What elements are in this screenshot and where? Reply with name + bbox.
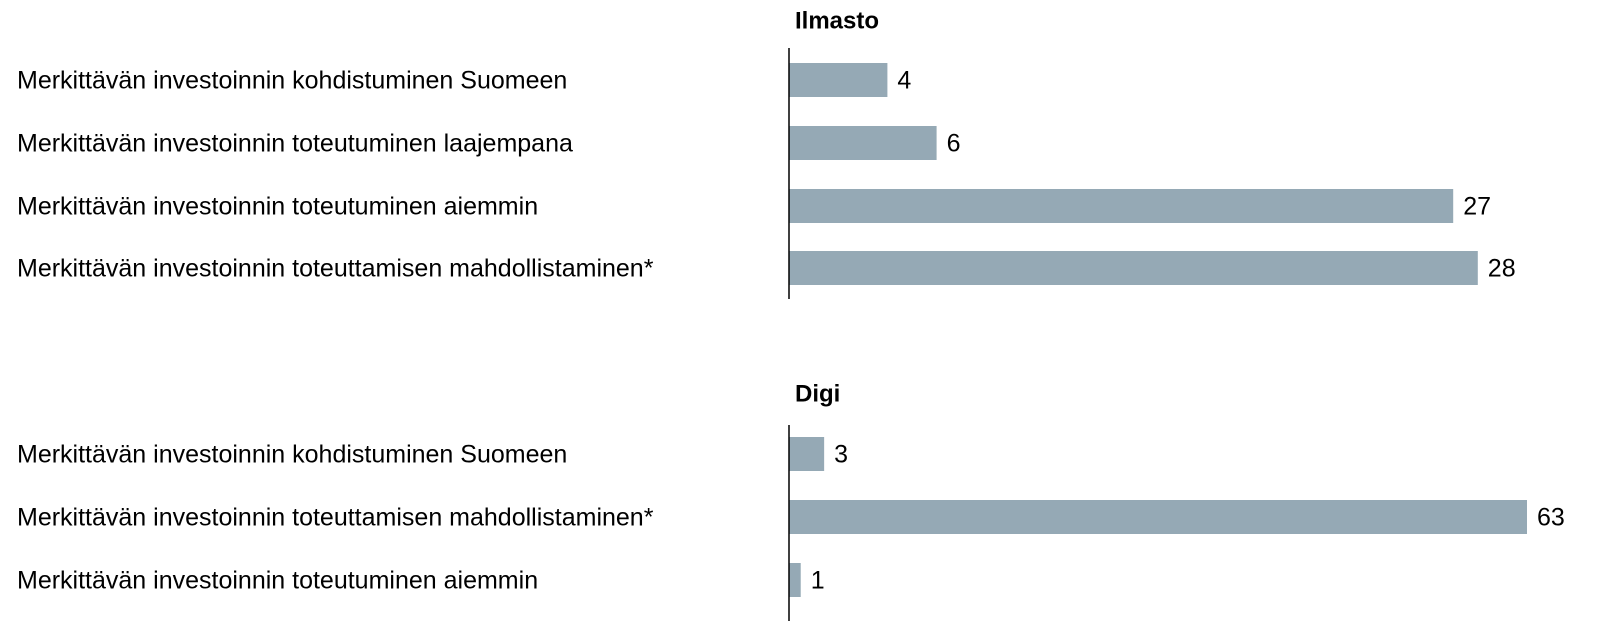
value-label: 27 bbox=[1463, 193, 1491, 221]
bar bbox=[789, 563, 801, 597]
category-label: Merkittävän investoinnin toteutuminen ai… bbox=[17, 193, 538, 221]
value-label: 28 bbox=[1488, 255, 1516, 283]
chart-title: Digi bbox=[795, 380, 840, 407]
value-label: 3 bbox=[834, 441, 848, 469]
category-label: Merkittävän investoinnin kohdistuminen S… bbox=[17, 441, 567, 469]
bar bbox=[789, 126, 937, 160]
value-label: 1 bbox=[811, 567, 825, 595]
bar bbox=[789, 437, 825, 471]
category-label: Merkittävän investoinnin toteutuminen ai… bbox=[17, 567, 538, 595]
category-label: Merkittävän investoinnin toteutuminen la… bbox=[17, 130, 573, 158]
value-label: 63 bbox=[1537, 504, 1565, 532]
category-label: Merkittävän investoinnin toteuttamisen m… bbox=[17, 504, 654, 532]
value-label: 4 bbox=[897, 67, 911, 95]
bar bbox=[789, 63, 888, 97]
bar bbox=[789, 189, 1454, 223]
bar bbox=[789, 500, 1527, 534]
category-label: Merkittävän investoinnin toteuttamisen m… bbox=[17, 255, 654, 283]
value-label: 6 bbox=[947, 130, 961, 158]
bar bbox=[789, 251, 1478, 285]
category-label: Merkittävän investoinnin kohdistuminen S… bbox=[17, 67, 567, 95]
chart-title: Ilmasto bbox=[795, 7, 879, 34]
